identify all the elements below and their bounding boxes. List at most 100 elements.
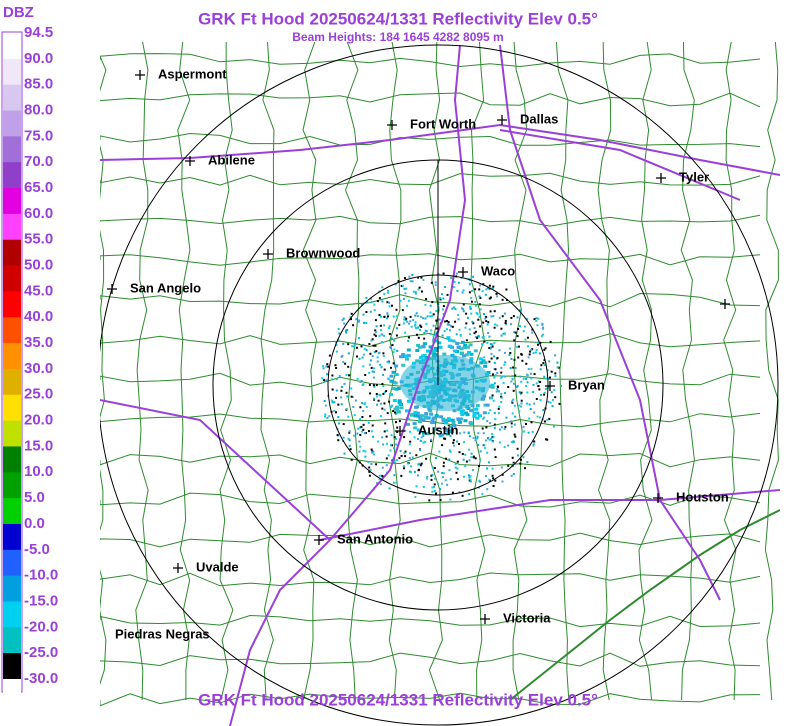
echo-pixel <box>485 426 488 429</box>
echo-pixel <box>459 417 463 421</box>
echo-pixel <box>505 323 508 326</box>
echo-pixel <box>486 341 489 344</box>
legend-label: -10.0 <box>24 567 58 584</box>
echo-pixel <box>414 314 417 317</box>
echo-pixel <box>470 312 473 315</box>
echo-pixel <box>498 441 501 444</box>
echo-pixel <box>448 425 453 429</box>
echo-pixel <box>519 462 522 465</box>
echo-pixel <box>527 431 530 434</box>
echo-pixel <box>508 347 511 350</box>
echo-pixel <box>487 412 490 415</box>
echo-pixel <box>516 447 519 450</box>
echo-pixel <box>504 332 507 335</box>
echo-pixel <box>386 313 389 316</box>
county-line <box>100 332 761 348</box>
echo-pixel <box>416 315 419 318</box>
echo-pixel <box>390 444 392 447</box>
echo-pixel <box>361 416 364 418</box>
echo-pixel <box>379 483 382 486</box>
echo-pixel <box>340 403 343 406</box>
echo-pixel <box>489 422 492 425</box>
echo-pixel <box>412 290 415 293</box>
echo-pixel <box>417 420 422 424</box>
echo-pixel <box>420 276 423 279</box>
echo-pixel <box>520 353 523 356</box>
echo-pixel <box>470 296 473 299</box>
echo-pixel <box>446 432 451 436</box>
echo-pixel <box>526 374 529 377</box>
echo-pixel <box>431 416 436 420</box>
echo-pixel <box>402 465 405 468</box>
echo-pixel <box>345 331 348 334</box>
echo-pixel <box>415 411 420 415</box>
echo-pixel <box>380 329 382 332</box>
echo-pixel <box>379 415 382 418</box>
echo-pixel <box>532 444 535 447</box>
legend-band <box>3 394 21 422</box>
echo-pixel <box>510 422 513 425</box>
echo-pixel <box>391 304 393 307</box>
echo-pixel <box>459 351 464 355</box>
echo-pixel <box>510 358 513 360</box>
echo-pixel <box>533 373 536 376</box>
echo-pixel <box>525 377 528 380</box>
subtitle: Beam Heights: 184 1645 4282 8095 m <box>292 30 503 44</box>
echo-pixel <box>406 348 411 352</box>
echo-pixel <box>388 400 391 403</box>
echo-pixel <box>434 346 438 350</box>
echo-pixel <box>546 369 549 372</box>
echo-pixel <box>413 436 416 439</box>
echo-pixel <box>415 454 418 457</box>
echo-pixel <box>373 385 376 388</box>
echo-pixel <box>358 450 361 453</box>
echo-pixel <box>491 345 494 348</box>
echo-pixel <box>467 432 470 435</box>
echo-pixel <box>372 376 375 379</box>
echo-pixel <box>449 478 452 481</box>
echo-pixel <box>532 443 535 446</box>
echo-pixel <box>419 439 422 442</box>
echo-pixel <box>483 364 488 368</box>
legend-band <box>3 446 21 473</box>
legend-label: 25.0 <box>24 386 53 403</box>
echo-pixel <box>540 394 542 397</box>
echo-pixel <box>490 437 493 440</box>
echo-pixel <box>491 467 494 470</box>
echo-pixel <box>406 320 409 323</box>
echo-pixel <box>396 315 398 318</box>
echo-pixel <box>375 463 378 466</box>
echo-pixel <box>376 360 379 363</box>
echo-pixel <box>382 443 384 446</box>
echo-pixel <box>520 399 523 402</box>
echo-pixel <box>392 481 395 484</box>
echo-pixel <box>441 419 446 423</box>
echo-pixel <box>373 333 376 336</box>
echo-pixel <box>455 471 458 474</box>
echo-pixel <box>394 387 399 391</box>
echo-pixel <box>488 284 491 287</box>
highway <box>659 499 721 601</box>
echo-pixel <box>356 355 358 358</box>
city-marker <box>173 563 183 573</box>
echo-pixel <box>421 418 426 422</box>
echo-pixel <box>469 305 472 308</box>
echo-pixel <box>353 434 356 437</box>
echo-pixel <box>347 415 350 418</box>
echo-pixel <box>469 478 472 481</box>
echo-pixel <box>498 349 501 352</box>
echo-pixel <box>353 414 356 417</box>
echo-pixel <box>510 441 513 444</box>
echo-pixel <box>479 284 482 287</box>
echo-pixel <box>493 376 496 379</box>
echo-pixel <box>504 322 507 324</box>
echo-pixel <box>482 411 487 415</box>
echo-pixel <box>433 354 438 358</box>
county-line <box>100 452 761 468</box>
echo-pixel <box>369 352 372 355</box>
echo-pixel <box>374 329 377 332</box>
echo-pixel <box>465 413 470 417</box>
echo-pixel <box>500 371 503 374</box>
echo-pixel <box>470 452 473 455</box>
echo-pixel <box>488 478 491 481</box>
